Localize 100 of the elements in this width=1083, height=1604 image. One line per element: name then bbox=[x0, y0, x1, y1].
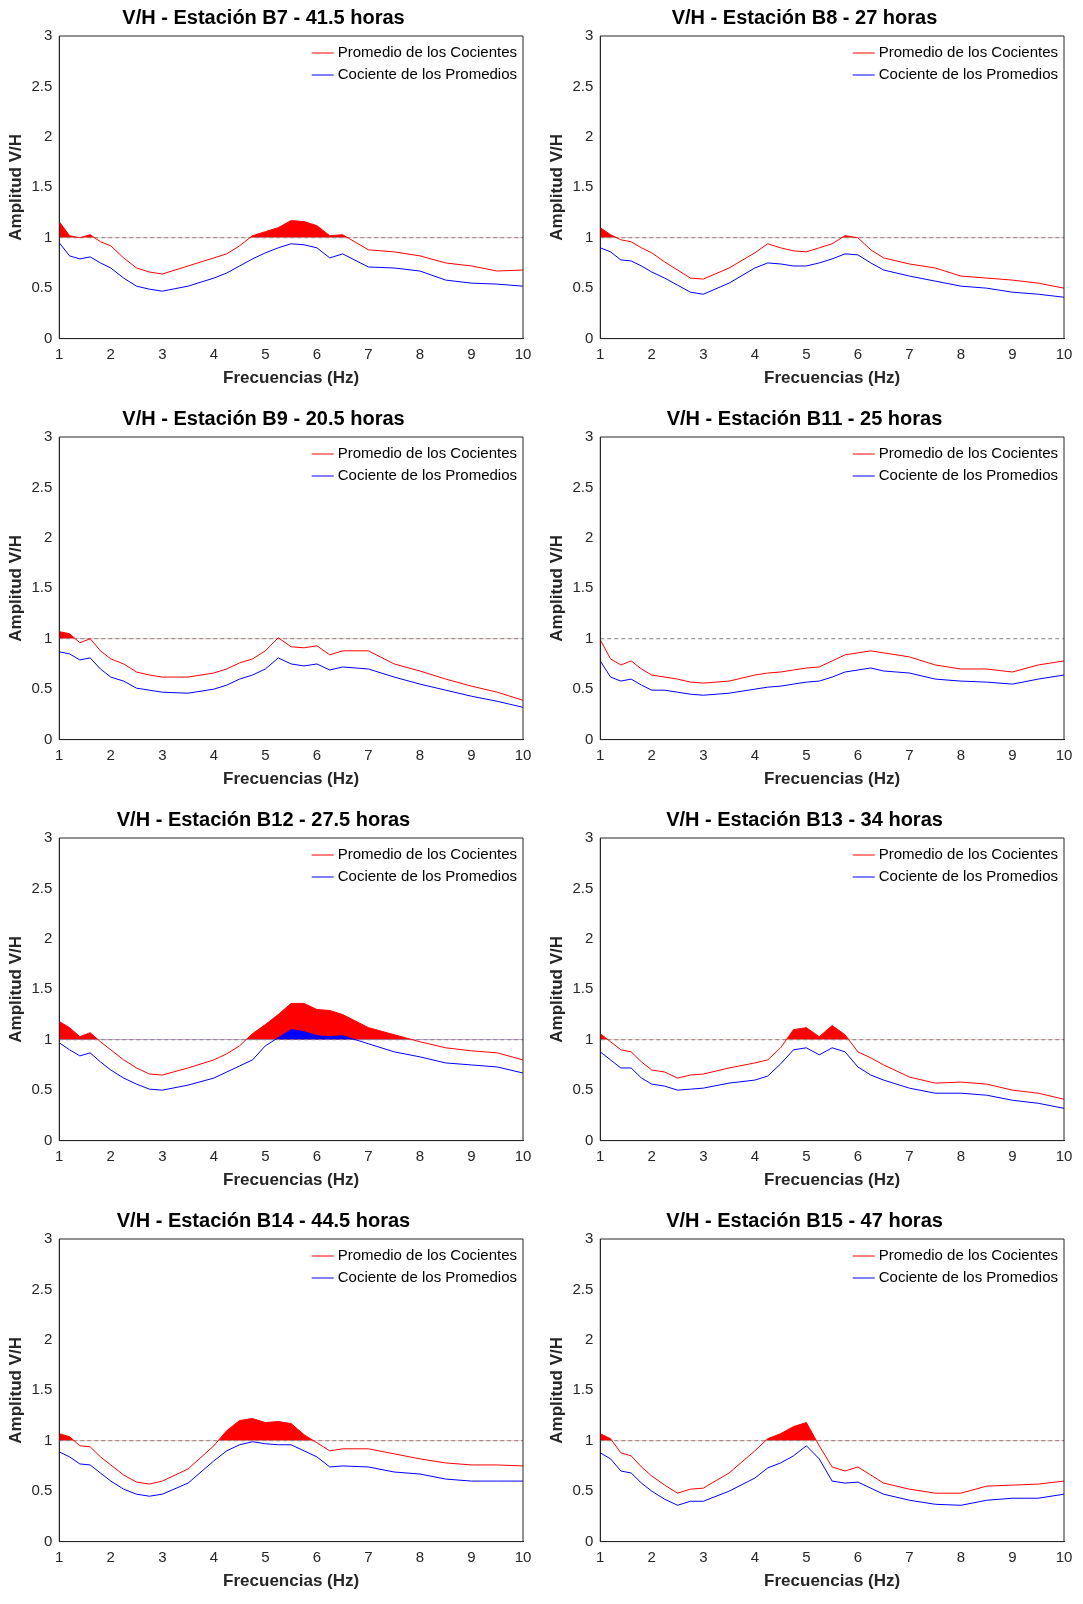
chart-title: V/H - Estación B7 - 41.5 horas bbox=[122, 5, 405, 28]
y-tick-label: 0 bbox=[43, 328, 53, 346]
y-tick-label: 0.5 bbox=[31, 679, 53, 697]
legend-label: Cociente de los Promedios bbox=[337, 466, 518, 484]
legend-label: Cociente de los Promedios bbox=[337, 867, 518, 885]
y-tick-label: 1 bbox=[43, 628, 53, 646]
legend-label: Promedio de los Cocientes bbox=[337, 845, 518, 863]
x-tick-label: 4 bbox=[209, 1547, 219, 1565]
x-axis-title: Frecuencias (Hz) bbox=[764, 1571, 901, 1591]
x-tick-label: 9 bbox=[1008, 745, 1017, 763]
x-tick-label: 10 bbox=[514, 1547, 532, 1565]
y-tick-label: 3 bbox=[584, 26, 594, 44]
x-tick-label: 9 bbox=[467, 344, 476, 362]
y-tick-label: 1 bbox=[43, 1029, 53, 1047]
x-tick-label: 4 bbox=[750, 745, 760, 763]
y-tick-label: 0 bbox=[43, 1531, 53, 1549]
y-axis-title: Amplitud V/H bbox=[546, 1336, 566, 1444]
y-axis-title: Amplitud V/H bbox=[5, 133, 25, 241]
legend-label: Cociente de los Promedios bbox=[337, 1268, 518, 1286]
y-tick-label: 2.5 bbox=[31, 878, 53, 896]
x-tick-label: 10 bbox=[514, 344, 532, 362]
x-tick-label: 3 bbox=[699, 344, 708, 362]
y-axis-title: Amplitud V/H bbox=[5, 534, 25, 642]
y-tick-label: 1.5 bbox=[572, 177, 594, 195]
y-tick-label: 2.5 bbox=[572, 1279, 594, 1297]
x-tick-label: 5 bbox=[802, 1547, 811, 1565]
x-tick-label: 9 bbox=[467, 745, 476, 763]
x-tick-label: 1 bbox=[596, 1146, 605, 1164]
legend-label: Promedio de los Cocientes bbox=[337, 43, 518, 61]
x-tick-label: 9 bbox=[1008, 1547, 1017, 1565]
x-tick-label: 6 bbox=[312, 344, 322, 362]
y-axis-title: Amplitud V/H bbox=[546, 133, 566, 241]
x-tick-label: 10 bbox=[514, 1146, 532, 1164]
x-tick-label: 5 bbox=[261, 745, 270, 763]
x-tick-label: 1 bbox=[55, 1547, 64, 1565]
x-tick-label: 3 bbox=[158, 1146, 167, 1164]
x-tick-label: 1 bbox=[55, 344, 64, 362]
x-tick-label: 7 bbox=[905, 344, 914, 362]
x-tick-label: 5 bbox=[261, 344, 270, 362]
chart-title: V/H - Estación B9 - 20.5 horas bbox=[122, 406, 405, 429]
y-tick-label: 0.5 bbox=[31, 278, 53, 296]
y-tick-label: 2.5 bbox=[572, 477, 594, 495]
y-tick-label: 2 bbox=[584, 528, 594, 546]
y-tick-label: 3 bbox=[43, 26, 53, 44]
x-tick-label: 4 bbox=[209, 1146, 219, 1164]
y-tick-label: 1.5 bbox=[31, 979, 53, 997]
x-tick-label: 6 bbox=[853, 1547, 863, 1565]
x-tick-label: 3 bbox=[158, 344, 167, 362]
x-tick-label: 7 bbox=[364, 1146, 373, 1164]
x-tick-label: 9 bbox=[467, 1547, 476, 1565]
y-tick-label: 3 bbox=[584, 1229, 594, 1247]
x-tick-label: 7 bbox=[905, 1547, 914, 1565]
x-tick-label: 4 bbox=[209, 344, 219, 362]
x-tick-label: 2 bbox=[106, 1547, 115, 1565]
legend-label: Cociente de los Promedios bbox=[878, 65, 1059, 83]
y-tick-label: 2.5 bbox=[31, 76, 53, 94]
y-tick-label: 1 bbox=[584, 227, 594, 245]
legend-label: Promedio de los Cocientes bbox=[878, 1246, 1059, 1264]
y-axis-title: Amplitud V/H bbox=[546, 935, 566, 1043]
legend-label: Promedio de los Cocientes bbox=[878, 444, 1059, 462]
x-tick-label: 5 bbox=[261, 1146, 270, 1164]
y-tick-label: 0 bbox=[43, 1130, 53, 1148]
y-tick-label: 0.5 bbox=[572, 1481, 594, 1499]
y-tick-label: 2.5 bbox=[572, 76, 594, 94]
x-tick-label: 10 bbox=[1055, 1146, 1073, 1164]
x-tick-label: 1 bbox=[596, 745, 605, 763]
x-tick-label: 7 bbox=[905, 1146, 914, 1164]
x-tick-label: 7 bbox=[364, 1547, 373, 1565]
y-tick-label: 0.5 bbox=[572, 679, 594, 697]
y-tick-label: 1 bbox=[584, 1430, 594, 1448]
x-tick-label: 8 bbox=[415, 344, 425, 362]
x-tick-label: 9 bbox=[1008, 344, 1017, 362]
y-tick-label: 0 bbox=[43, 729, 53, 747]
x-tick-label: 2 bbox=[647, 745, 656, 763]
x-tick-label: 3 bbox=[158, 745, 167, 763]
y-tick-label: 3 bbox=[584, 828, 594, 846]
x-tick-label: 6 bbox=[853, 344, 863, 362]
x-tick-label: 2 bbox=[106, 344, 115, 362]
x-tick-label: 10 bbox=[1055, 745, 1073, 763]
y-tick-label: 1 bbox=[43, 227, 53, 245]
y-tick-label: 0.5 bbox=[31, 1080, 53, 1098]
chart-title: V/H - Estación B12 - 27.5 horas bbox=[116, 807, 411, 830]
x-axis-title: Frecuencias (Hz) bbox=[223, 368, 360, 388]
y-tick-label: 3 bbox=[43, 828, 53, 846]
x-tick-label: 4 bbox=[750, 344, 760, 362]
x-tick-label: 1 bbox=[596, 1547, 605, 1565]
x-axis-title: Frecuencias (Hz) bbox=[223, 769, 360, 789]
y-tick-label: 2 bbox=[43, 528, 53, 546]
x-tick-label: 8 bbox=[415, 745, 425, 763]
y-tick-label: 1.5 bbox=[572, 1380, 594, 1398]
x-axis-title: Frecuencias (Hz) bbox=[764, 769, 901, 789]
x-tick-label: 7 bbox=[364, 344, 373, 362]
y-tick-label: 1.5 bbox=[572, 578, 594, 596]
x-tick-label: 10 bbox=[1055, 344, 1073, 362]
x-tick-label: 3 bbox=[699, 1547, 708, 1565]
legend-label: Promedio de los Cocientes bbox=[878, 845, 1059, 863]
legend-label: Cociente de los Promedios bbox=[878, 466, 1059, 484]
y-tick-label: 0 bbox=[584, 729, 594, 747]
x-tick-label: 3 bbox=[699, 745, 708, 763]
y-axis-title: Amplitud V/H bbox=[546, 534, 566, 642]
